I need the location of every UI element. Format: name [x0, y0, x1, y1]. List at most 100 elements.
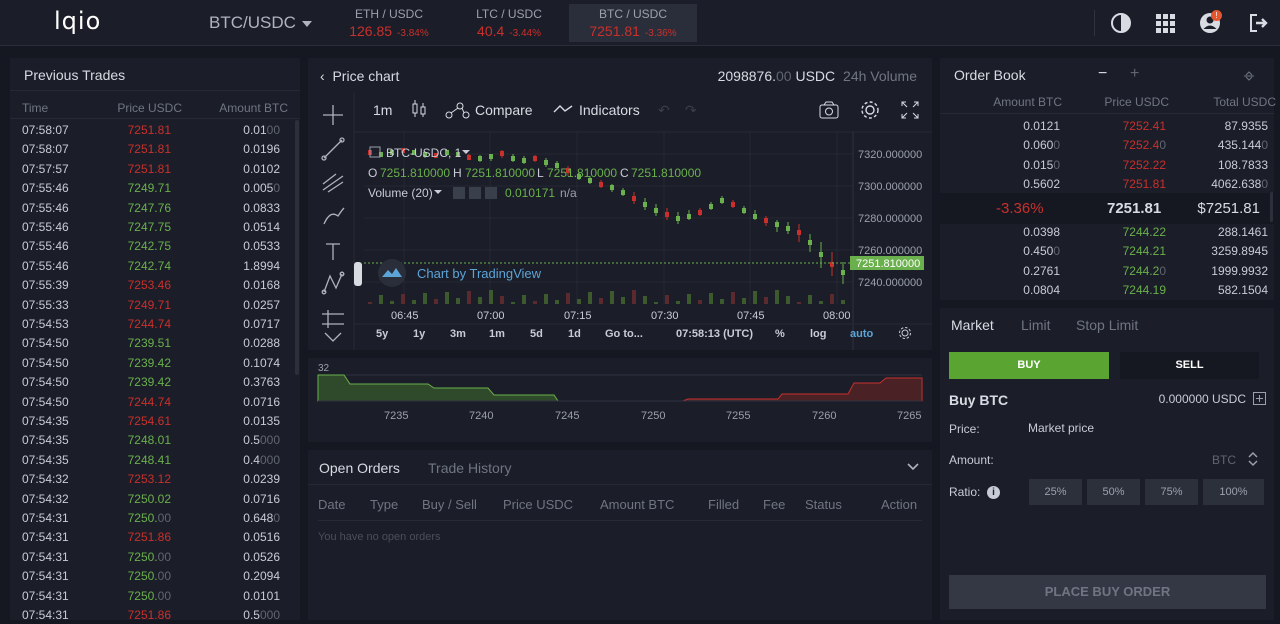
range-5d[interactable]: 5d [530, 328, 543, 340]
candle-body [753, 214, 757, 219]
buy-toggle-button[interactable]: BUY [949, 352, 1109, 379]
range-3m[interactable]: 3m [450, 328, 466, 340]
auto-toggle[interactable]: auto [850, 328, 874, 340]
candle-style-icon[interactable] [412, 100, 426, 117]
sidebar-handle[interactable] [354, 262, 362, 286]
compare-button[interactable]: Compare [475, 102, 533, 118]
range-1d[interactable]: 1d [568, 328, 581, 340]
trade-price: 7251.81 [127, 142, 171, 157]
tab-limit[interactable]: Limit [1021, 317, 1051, 333]
tab-trade-history[interactable]: Trade History [428, 460, 512, 476]
interval-selector[interactable]: 1m [373, 102, 392, 118]
volume-indicator-label[interactable]: Volume (20) [368, 186, 433, 200]
chart-settings-icon[interactable] [899, 327, 911, 339]
ob-amount: 0.4500 [1023, 244, 1060, 259]
bid-row[interactable]: 0.0804 7244.19 582.1504 [940, 280, 1276, 299]
grid-icon[interactable] [1155, 12, 1177, 34]
market-tab-ltc[interactable]: LTC / USDC 40.4 -3.44% [445, 4, 573, 42]
ratio-25-button[interactable]: 25% [1029, 479, 1082, 505]
trade-row: 07:55:46 7249.71 0.0050 [10, 178, 296, 197]
amount-input[interactable]: BTC [1028, 446, 1261, 472]
pair-selector[interactable]: BTC/USDC [209, 13, 312, 33]
logo[interactable]: lqio [54, 7, 102, 35]
tradingview-chart[interactable]: 1m Compare Indicators ↶ ↷ 7320.000000 73… [308, 92, 932, 350]
ratio-75-button[interactable]: 75% [1145, 479, 1198, 505]
sell-toggle-button[interactable]: SELL [1120, 352, 1259, 379]
trade-row: 07:55:39 7253.46 0.0168 [10, 275, 296, 294]
compare-icon[interactable] [445, 102, 470, 119]
indicator-controls[interactable] [453, 187, 497, 199]
market-price: 7251.81 -3.36% [589, 23, 677, 39]
volume-bar [654, 302, 658, 304]
scrollbar[interactable] [295, 120, 299, 375]
log-toggle[interactable]: log [810, 328, 827, 340]
indicators-button[interactable]: Indicators [579, 102, 640, 118]
tradingview-watermark[interactable]: Chart by TradingView [417, 266, 542, 281]
price-value: Market price [1028, 421, 1095, 435]
range-1m[interactable]: 1m [489, 328, 505, 340]
candle-body [830, 262, 834, 267]
fib-tool-icon[interactable] [322, 173, 344, 193]
panel-title: Order Book [954, 67, 1026, 83]
tab-stop-limit[interactable]: Stop Limit [1076, 317, 1139, 333]
trade-amount: 0.0102 [243, 161, 280, 176]
range-5y[interactable]: 5y [376, 328, 389, 340]
place-buy-order-button[interactable]: PLACE BUY ORDER [949, 575, 1266, 609]
theme-toggle-icon[interactable] [1110, 12, 1132, 34]
zoom-out-button[interactable]: − [1098, 65, 1108, 82]
brush-icon[interactable] [323, 207, 345, 225]
amount-stepper-icon[interactable] [1247, 451, 1259, 467]
trade-row: 07:54:35 7248.01 0.5000 [10, 430, 296, 449]
zoom-in-button[interactable]: + [1130, 65, 1140, 82]
undo-icon[interactable]: ↶ [658, 102, 670, 118]
ask-row[interactable]: 0.0600 7252.40 435.1440 [940, 135, 1276, 154]
trade-amount: 0.5000 [243, 608, 280, 622]
pattern-icon[interactable] [321, 271, 345, 295]
measure-icon[interactable] [322, 310, 344, 328]
sort-icon[interactable] [1242, 69, 1256, 83]
ask-row[interactable]: 0.0121 7252.41 87.9355 [940, 116, 1276, 135]
chevron-down-icon[interactable] [906, 462, 920, 472]
trend-line-icon[interactable] [321, 137, 345, 161]
ob-total: 87.9355 [1224, 119, 1268, 133]
trade-price: 7251.86 [127, 608, 171, 622]
bid-row[interactable]: 0.4500 7244.21 3259.8945 [940, 241, 1276, 260]
range-1y[interactable]: 1y [413, 328, 426, 340]
info-icon[interactable]: i [987, 486, 1000, 499]
ask-row[interactable]: 0.0150 7252.22 108.7833 [940, 155, 1276, 174]
settings-icon[interactable] [861, 101, 879, 119]
crosshair-icon[interactable] [323, 105, 343, 125]
logout-icon[interactable] [1248, 12, 1270, 34]
bid-row[interactable]: 0.2761 7244.20 1999.9932 [940, 261, 1276, 280]
camera-icon[interactable] [819, 101, 839, 119]
tab-market[interactable]: Market [951, 317, 994, 333]
volume-bar [566, 293, 570, 304]
volume-bar [731, 292, 735, 304]
market-tab-eth[interactable]: ETH / USDC 126.85 -3.84% [325, 4, 453, 42]
bid-row[interactable]: 0.0398 7244.22 288.1461 [940, 222, 1276, 241]
text-tool-icon[interactable] [326, 243, 340, 260]
ask-row[interactable]: 0.5602 7251.81 4062.6380 [940, 174, 1276, 193]
add-funds-icon[interactable] [1253, 392, 1266, 405]
trade-amount: 0.0196 [243, 142, 280, 157]
ob-total: 582.1504 [1217, 283, 1268, 298]
chart-back-button[interactable]: ‹ Price chart [320, 68, 399, 84]
ratio-100-button[interactable]: 100% [1203, 479, 1264, 505]
chevron-down-icon[interactable] [324, 332, 342, 342]
redo-icon[interactable]: ↷ [685, 102, 697, 118]
ratio-50-button[interactable]: 50% [1087, 479, 1140, 505]
percent-toggle[interactable]: % [775, 328, 785, 340]
trade-amount: 0.0239 [243, 472, 280, 487]
depth-chart[interactable]: 32 7235 7240 7245 7250 7255 7260 7265 [308, 358, 932, 442]
market-tab-btc[interactable]: BTC / USDC 7251.81 -3.36% [569, 4, 697, 42]
fullscreen-icon[interactable] [901, 101, 919, 119]
symbol-label[interactable]: BTC-USDC, 1 [386, 146, 462, 160]
ratio-label: Ratio: [949, 485, 981, 499]
go-to-button[interactable]: Go to... [605, 328, 643, 340]
candle-body [401, 148, 405, 153]
tab-open-orders[interactable]: Open Orders [319, 460, 400, 476]
scrollbar[interactable] [1270, 192, 1273, 222]
amount-label: Amount: [949, 453, 994, 467]
trade-price: 7253.46 [127, 278, 171, 293]
collapse-legend-icon[interactable] [369, 146, 381, 158]
